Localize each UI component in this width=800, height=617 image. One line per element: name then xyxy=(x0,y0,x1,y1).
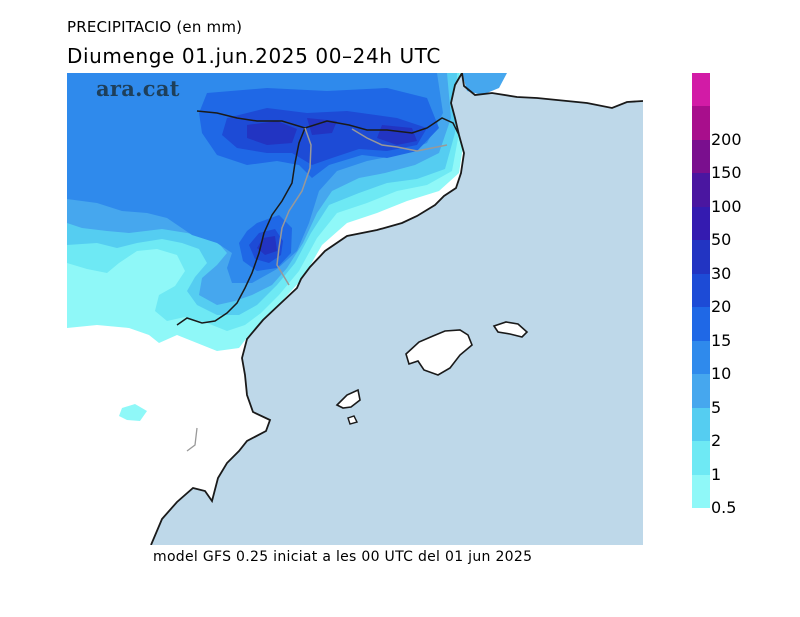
model-info-footer: model GFS 0.25 iniciat a les 00 UTC del … xyxy=(153,549,533,565)
region-border xyxy=(176,127,306,326)
country-border xyxy=(196,110,460,136)
legend-label: 1 xyxy=(711,464,722,484)
legend-swatch xyxy=(692,173,710,207)
legend-label: 15 xyxy=(711,330,732,350)
legend-swatch xyxy=(692,340,710,375)
legend-swatch xyxy=(692,139,710,174)
france-land xyxy=(462,73,643,108)
formentera-island xyxy=(347,415,359,425)
legend-swatch xyxy=(692,240,710,274)
legend-swatch xyxy=(692,73,710,107)
ara-cat-logo: ara.cat xyxy=(96,76,180,101)
legend-label: 0.5 xyxy=(711,498,737,517)
chart-variable-title: PRECIPITACIO (en mm) xyxy=(67,18,243,36)
precipitation-map xyxy=(67,73,643,545)
precip-legend xyxy=(692,73,710,508)
legend-swatch xyxy=(692,106,710,140)
legend-label: 200 xyxy=(711,129,742,149)
legend-swatch xyxy=(692,407,710,442)
precip-france xyxy=(462,73,507,95)
legend-swatch xyxy=(692,307,710,341)
mallorca-island xyxy=(405,329,473,376)
menorca-island xyxy=(492,321,529,338)
region-border-grey xyxy=(276,127,448,286)
legend-label: 50 xyxy=(711,230,732,250)
region-border-valencia xyxy=(186,427,198,452)
coastline xyxy=(150,73,465,545)
legend-label: 2 xyxy=(711,431,722,451)
legend-swatch xyxy=(692,474,710,508)
legend-label: 100 xyxy=(711,196,742,216)
legend-label: 5 xyxy=(711,397,722,417)
legend-swatch xyxy=(692,273,710,308)
legend-label: 30 xyxy=(711,263,732,283)
legend-swatch xyxy=(692,441,710,475)
legend-label: 150 xyxy=(711,163,742,183)
legend-swatch xyxy=(692,374,710,408)
legend-label: 20 xyxy=(711,297,732,317)
legend-swatch xyxy=(692,206,710,241)
chart-date-title: Diumenge 01.jun.2025 00–24h UTC xyxy=(67,44,441,68)
coastline-france xyxy=(461,73,643,109)
ibiza-island xyxy=(335,388,361,409)
legend-label: 10 xyxy=(711,364,732,384)
